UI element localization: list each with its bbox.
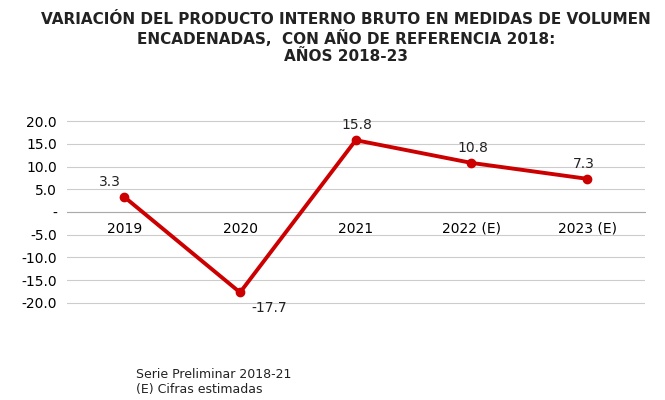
Text: 7.3: 7.3	[573, 157, 595, 171]
Text: 15.8: 15.8	[342, 118, 373, 132]
Text: 10.8: 10.8	[458, 141, 489, 155]
Text: 3.3: 3.3	[99, 175, 121, 189]
Text: VARIACIÓN DEL PRODUCTO INTERNO BRUTO EN MEDIDAS DE VOLUMEN
ENCADENADAS,  CON AÑO: VARIACIÓN DEL PRODUCTO INTERNO BRUTO EN …	[41, 12, 650, 64]
Text: -17.7: -17.7	[251, 301, 287, 315]
Text: Serie Preliminar 2018-21
(E) Cifras estimadas: Serie Preliminar 2018-21 (E) Cifras esti…	[136, 368, 291, 396]
